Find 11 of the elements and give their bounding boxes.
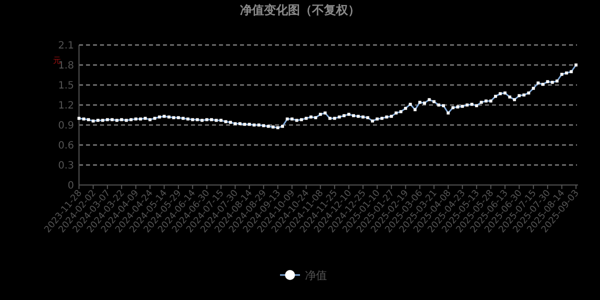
y-tick-label: 0.9 xyxy=(58,120,74,132)
y-axis-title: 元 xyxy=(53,56,61,65)
y-tick-label: 1.2 xyxy=(58,100,74,112)
y-tick-label: 1.8 xyxy=(58,60,74,72)
chart-title: 净值变化图（不复权） xyxy=(240,3,360,17)
legend-label: 净值 xyxy=(305,269,327,282)
y-tick-label: 0.3 xyxy=(58,160,74,172)
y-tick-label: 2.1 xyxy=(58,40,74,52)
y-tick-label: 1.5 xyxy=(58,80,74,92)
y-tick-label: 0.6 xyxy=(58,140,74,152)
y-tick-label: 0 xyxy=(68,180,74,192)
